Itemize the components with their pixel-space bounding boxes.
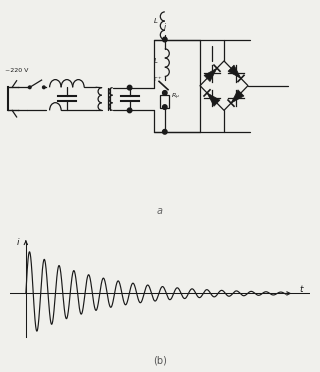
Text: $\Gamma^+$: $\Gamma^+$ xyxy=(153,76,162,84)
Bar xyxy=(160,94,169,108)
Text: ~220 V: ~220 V xyxy=(5,68,28,73)
Circle shape xyxy=(163,105,167,109)
Polygon shape xyxy=(231,90,244,103)
Text: $R_{\mu}$: $R_{\mu}$ xyxy=(171,92,180,102)
Text: a: a xyxy=(157,206,163,216)
Text: i: i xyxy=(16,238,19,247)
Circle shape xyxy=(127,85,132,90)
Text: (b): (b) xyxy=(153,356,167,365)
Polygon shape xyxy=(207,93,220,106)
Text: L: L xyxy=(154,18,158,24)
Circle shape xyxy=(163,129,167,134)
Text: i: i xyxy=(164,23,166,32)
Circle shape xyxy=(163,37,167,42)
Circle shape xyxy=(43,86,45,89)
Text: t: t xyxy=(299,285,302,294)
Polygon shape xyxy=(228,65,241,78)
Circle shape xyxy=(127,108,132,113)
Polygon shape xyxy=(204,68,217,81)
Circle shape xyxy=(28,86,31,89)
Text: L: L xyxy=(154,58,157,64)
Circle shape xyxy=(163,91,167,95)
